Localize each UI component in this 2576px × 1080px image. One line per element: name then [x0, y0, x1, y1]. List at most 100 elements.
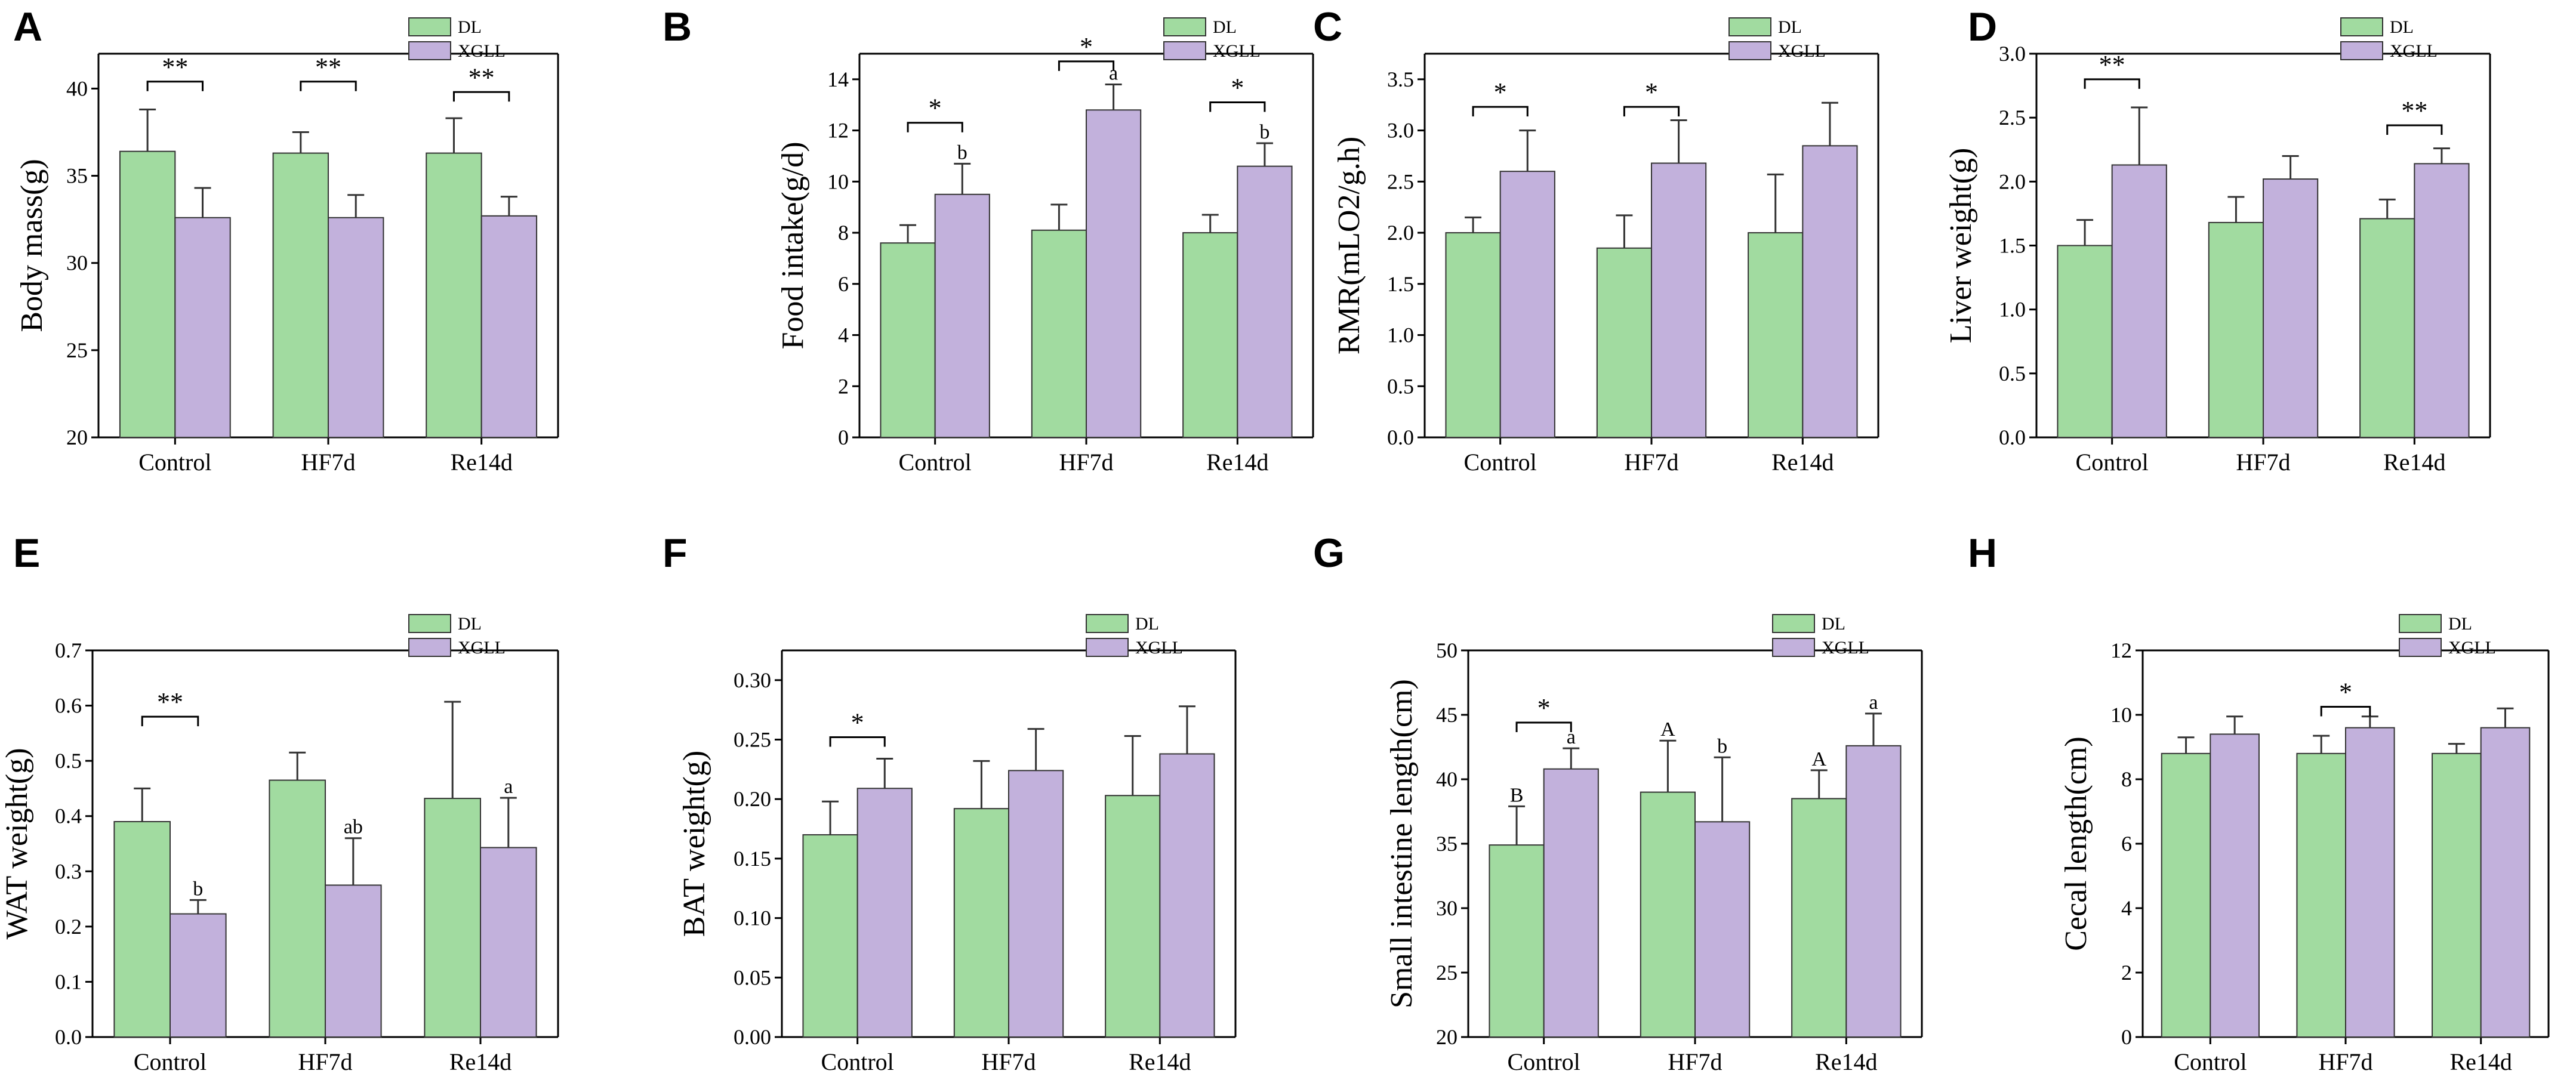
y-axis-title: Body mass(g) — [15, 159, 49, 332]
significance-bracket — [141, 715, 199, 727]
legend-label-dl: DL — [2448, 614, 2472, 634]
bar-dl-hf7d — [1596, 247, 1653, 438]
x-tick-label: Re14d — [1129, 1048, 1191, 1075]
y-tick-label: 30 — [66, 251, 88, 275]
legend-label-dl: DL — [1822, 614, 1845, 634]
legend-label-xgll: XGLL — [1778, 41, 1826, 61]
bar-dl-hf7d — [2208, 221, 2264, 438]
significance-marker: ** — [2401, 96, 2427, 125]
legend-swatch-xgll — [1728, 41, 1771, 60]
bar-xgll-re14d — [1802, 145, 1858, 438]
bar-dl-hf7d — [269, 779, 326, 1038]
x-tick-label: Control — [134, 1048, 207, 1075]
y-tick-label: 3.0 — [1387, 119, 1414, 143]
y-tick-label: 0.1 — [55, 970, 82, 993]
chart-panel-a: A 20 25 30 35 40 Body mass(g) Control HF7d Re14d *… — [13, 4, 559, 476]
x-tick-label: Control — [1464, 449, 1537, 476]
bar-xgll-re14d — [1845, 745, 1902, 1038]
bar-dl-re14d — [426, 152, 482, 438]
y-tick-label: 0 — [838, 425, 849, 449]
panel-letter: B — [663, 4, 692, 50]
significance-bracket — [1209, 101, 1266, 112]
bar-xgll-hf7d — [2263, 178, 2319, 438]
y-tick-label: 0.15 — [734, 847, 771, 871]
bar-xgll-control — [170, 913, 227, 1038]
legend-swatch-xgll — [1772, 638, 1815, 657]
x-tick-label: Re14d — [2449, 1048, 2512, 1075]
significance-bracket — [146, 81, 204, 91]
y-tick-label: 0.10 — [734, 906, 771, 930]
y-tick-label: 50 — [1436, 638, 1458, 662]
y-tick-label: 0.5 — [55, 749, 82, 773]
y-tick-label: 10 — [2110, 703, 2132, 727]
y-tick-label: 2.0 — [1999, 169, 2026, 193]
significance-marker: ** — [2099, 50, 2125, 79]
significance-marker: * — [1080, 32, 1093, 61]
y-tick-label: 35 — [1436, 832, 1458, 856]
legend-swatch-dl — [408, 17, 451, 36]
chart-panel-d: D 0.0 0.5 1.0 1.5 2.0 2.5 3.0 Liver weight(g) Con… — [1944, 4, 2491, 476]
bar-dl-control — [2161, 752, 2211, 1038]
y-tick-label: 6 — [2121, 832, 2132, 856]
y-tick-label: 2 — [2121, 961, 2132, 985]
y-tick-label: 40 — [66, 76, 88, 100]
legend-label-dl: DL — [458, 17, 482, 37]
bar-dl-control — [119, 150, 176, 438]
y-tick-label: 35 — [66, 164, 88, 188]
significance-letter: A — [1660, 718, 1675, 740]
y-tick-label: 30 — [1436, 896, 1458, 920]
legend-label-dl: DL — [458, 614, 482, 634]
legend-label-xgll: XGLL — [458, 638, 506, 658]
x-tick-label: Re14d — [1206, 449, 1268, 476]
significance-marker: * — [1537, 693, 1551, 723]
y-tick-label: 0.00 — [734, 1025, 771, 1049]
x-tick-label: Control — [138, 449, 211, 476]
significance-marker: ** — [469, 63, 495, 92]
significance-bracket — [829, 736, 886, 747]
legend-swatch-dl — [408, 614, 451, 633]
y-tick-label: 0.7 — [55, 638, 82, 662]
y-tick-label: 0.3 — [55, 859, 82, 883]
significance-bracket — [1058, 60, 1115, 71]
legend-label-dl: DL — [2390, 17, 2414, 37]
bar-xgll-control — [2210, 733, 2260, 1038]
y-tick-label: 4 — [2121, 896, 2132, 920]
x-tick-label: HF7d — [298, 1048, 352, 1075]
panel-letter: D — [1968, 4, 1997, 50]
chart-panel-h: H 0 2 4 6 8 10 12 Cecal length(cm) Control HF7d Re1… — [1968, 530, 2550, 1075]
significance-marker: * — [1494, 78, 1507, 107]
x-tick-label: HF7d — [1624, 449, 1678, 476]
chart-panel-b: B 0 2 4 6 8 10 12 14 Food intake(g/d) Control b HF7d… — [663, 4, 1314, 476]
chart-panel-e: E 0.0 0.1 0.2 0.3 0.4 0.5 0.6 0.7 WAT weight(g) Co… — [0, 530, 559, 1075]
bar-dl-control — [1489, 844, 1545, 1038]
y-tick-label: 0.05 — [734, 965, 771, 989]
y-tick-label: 8 — [838, 221, 849, 245]
legend-label-xgll: XGLL — [1822, 638, 1869, 658]
significance-bracket — [1623, 106, 1680, 117]
x-tick-label: Re14d — [450, 449, 512, 476]
x-tick-label: Re14d — [449, 1048, 511, 1075]
y-tick-label: 1.5 — [1999, 234, 2026, 258]
y-tick-label: 20 — [66, 425, 88, 449]
y-axis-title: RMR(mLO2/g.h) — [1332, 137, 1366, 354]
y-tick-label: 1.5 — [1387, 272, 1414, 296]
y-tick-label: 3.5 — [1387, 67, 1414, 91]
legend-label-xgll: XGLL — [2390, 41, 2438, 61]
significance-bracket — [452, 91, 510, 102]
y-tick-label: 25 — [66, 338, 88, 362]
y-axis-title: BAT weight(g) — [677, 751, 711, 937]
significance-letter: b — [957, 141, 967, 163]
significance-bracket — [300, 81, 357, 91]
y-tick-label: 0 — [2121, 1025, 2132, 1049]
bar-dl-re14d — [2359, 218, 2415, 438]
x-tick-label: HF7d — [301, 449, 355, 476]
x-tick-label: HF7d — [2318, 1048, 2372, 1075]
legend-swatch-xgll — [2340, 41, 2383, 60]
bar-xgll-re14d — [1237, 165, 1293, 438]
y-tick-label: 2.5 — [1999, 106, 2026, 129]
significance-letter: b — [1717, 735, 1727, 757]
bar-xgll-hf7d — [1694, 821, 1751, 1038]
bar-xgll-hf7d — [325, 884, 382, 1038]
bar-dl-control — [802, 834, 858, 1038]
